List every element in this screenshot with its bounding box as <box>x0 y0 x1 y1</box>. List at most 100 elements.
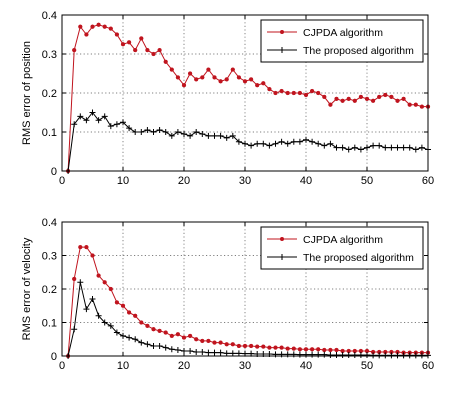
x-tick-label: 0 <box>59 360 65 372</box>
x-tick-label: 50 <box>361 360 373 372</box>
data-point <box>72 47 77 53</box>
legend-box <box>260 226 424 270</box>
x-tick-label: 40 <box>300 175 312 187</box>
y-tick-label: 0.4 <box>42 217 57 229</box>
y-axis-label: RMS error of position <box>21 41 33 145</box>
data-point <box>303 92 309 98</box>
legend-entry: The proposed algorithm <box>267 45 414 57</box>
data-point <box>400 352 407 359</box>
data-point <box>126 310 132 315</box>
data-point <box>290 138 297 145</box>
data-point <box>296 351 303 358</box>
data-point <box>206 67 211 72</box>
data-point <box>120 119 126 126</box>
data-point <box>101 319 108 326</box>
data-point <box>401 96 406 101</box>
data-point <box>351 351 358 358</box>
data-point <box>382 144 389 151</box>
data-point <box>376 142 383 149</box>
data-point <box>248 343 254 349</box>
data-point <box>322 347 327 353</box>
series-proposed <box>65 279 431 359</box>
data-point <box>126 40 132 45</box>
y-axis-label: RMS error of velocity <box>21 237 33 340</box>
data-point <box>223 134 230 141</box>
data-point <box>187 132 194 139</box>
y-tick-label: 0.3 <box>42 251 57 263</box>
legend-entry: CJPDA algorithm <box>267 27 383 39</box>
x-tick-label: 60 <box>422 360 434 372</box>
data-point <box>351 144 358 151</box>
series-proposed <box>65 109 431 174</box>
data-point <box>273 345 278 350</box>
data-point <box>346 96 351 101</box>
data-point <box>101 113 108 120</box>
data-point <box>224 342 229 347</box>
data-point <box>102 280 107 285</box>
data-point <box>272 140 279 147</box>
x-tick-label: 20 <box>178 360 190 372</box>
data-point <box>90 253 95 258</box>
x-tick-label: 20 <box>178 175 190 187</box>
chart-panel-1: 0 10 20 30 40 50 60 0 0.1 0.2 0.3 0.4 RMS error of p… <box>21 10 434 187</box>
x-tick-label: 50 <box>361 175 373 187</box>
data-point <box>163 59 168 64</box>
y-tick-label: 0.4 <box>42 10 57 22</box>
data-point <box>77 279 84 286</box>
x-tick-label: 60 <box>422 175 434 187</box>
data-point <box>162 129 169 135</box>
data-point <box>309 347 315 352</box>
legend-box <box>260 19 424 63</box>
data-point <box>89 296 96 303</box>
data-point <box>248 142 255 149</box>
data-point <box>120 303 126 308</box>
data-point <box>145 323 150 329</box>
data-point <box>254 140 261 147</box>
y-tick-label: 0 <box>51 166 57 178</box>
data-point <box>279 88 284 94</box>
data-point <box>174 346 181 353</box>
series-cjpda <box>65 244 431 359</box>
data-point <box>113 121 120 128</box>
data-point <box>168 346 175 353</box>
legend-label: CJPDA algorithm <box>303 234 383 246</box>
data-point <box>230 67 235 72</box>
data-point <box>71 326 78 333</box>
data-point <box>163 330 168 335</box>
data-point <box>418 352 425 359</box>
data-point <box>174 129 181 135</box>
data-point <box>168 132 175 139</box>
y-tick-label: 0.2 <box>42 284 57 296</box>
data-point <box>187 333 193 339</box>
data-point <box>133 47 138 53</box>
y-tick-label: 0.1 <box>42 318 57 330</box>
data-point <box>235 138 242 145</box>
data-point <box>126 125 133 132</box>
data-point <box>217 349 224 356</box>
data-point <box>339 351 346 358</box>
data-point <box>224 77 229 82</box>
data-point <box>322 94 327 100</box>
data-point <box>132 129 139 135</box>
data-point <box>370 98 376 103</box>
data-point <box>181 335 187 340</box>
data-point <box>181 83 187 88</box>
data-point <box>212 340 217 345</box>
data-point <box>285 346 290 351</box>
data-point <box>394 352 401 359</box>
data-point <box>400 144 407 151</box>
data-point <box>120 332 126 339</box>
data-point <box>72 276 77 282</box>
data-point <box>321 351 328 358</box>
data-point <box>321 142 328 149</box>
legend-label: CJPDA algorithm <box>303 27 383 39</box>
data-point <box>236 343 242 349</box>
data-point <box>211 132 218 139</box>
data-point <box>316 347 321 352</box>
data-point <box>83 117 90 124</box>
data-point <box>278 138 285 145</box>
data-point <box>261 344 266 349</box>
legend: CJPDA algorithm The proposed algorithm <box>260 19 424 63</box>
data-point <box>406 144 413 151</box>
data-point <box>248 77 254 82</box>
